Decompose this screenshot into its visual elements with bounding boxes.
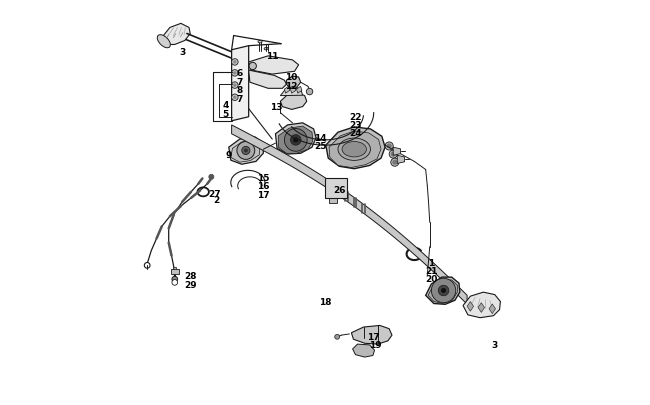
- Circle shape: [385, 143, 393, 151]
- Text: 2: 2: [213, 196, 220, 205]
- Circle shape: [144, 263, 150, 269]
- Polygon shape: [463, 292, 500, 318]
- Ellipse shape: [338, 139, 370, 161]
- Text: 18: 18: [318, 297, 332, 306]
- Ellipse shape: [258, 41, 262, 44]
- Circle shape: [389, 151, 397, 159]
- Text: 7: 7: [237, 77, 243, 86]
- Text: 14: 14: [314, 134, 326, 143]
- Text: 24: 24: [349, 128, 362, 137]
- Circle shape: [237, 142, 255, 160]
- Circle shape: [387, 145, 391, 149]
- Circle shape: [172, 280, 177, 286]
- Text: 28: 28: [184, 272, 196, 281]
- Circle shape: [233, 62, 236, 64]
- Polygon shape: [352, 326, 392, 344]
- Circle shape: [209, 175, 214, 180]
- Polygon shape: [489, 304, 495, 314]
- Circle shape: [172, 277, 177, 282]
- Text: 7: 7: [237, 95, 243, 104]
- Ellipse shape: [264, 48, 268, 51]
- Bar: [325, 179, 347, 198]
- Circle shape: [233, 97, 236, 99]
- Circle shape: [242, 147, 250, 155]
- Circle shape: [231, 83, 238, 89]
- Text: 19: 19: [369, 341, 382, 350]
- Polygon shape: [291, 87, 296, 94]
- Polygon shape: [249, 57, 298, 75]
- Polygon shape: [171, 270, 179, 275]
- Polygon shape: [428, 280, 458, 304]
- Polygon shape: [162, 24, 190, 45]
- Text: 1: 1: [428, 258, 434, 267]
- Text: 15: 15: [257, 174, 270, 183]
- Polygon shape: [329, 198, 337, 203]
- Polygon shape: [276, 124, 316, 155]
- Text: 26: 26: [333, 186, 345, 195]
- Text: 17: 17: [367, 333, 379, 341]
- Polygon shape: [280, 93, 307, 110]
- Polygon shape: [397, 156, 404, 164]
- Polygon shape: [478, 303, 484, 313]
- Circle shape: [231, 95, 238, 101]
- Polygon shape: [467, 302, 474, 311]
- Polygon shape: [287, 77, 301, 89]
- Text: 22: 22: [349, 113, 361, 122]
- Text: 13: 13: [270, 102, 283, 111]
- Polygon shape: [326, 128, 385, 169]
- Circle shape: [233, 85, 236, 87]
- Circle shape: [233, 72, 236, 75]
- Polygon shape: [173, 267, 176, 271]
- Ellipse shape: [157, 36, 170, 49]
- Text: 3: 3: [179, 48, 185, 57]
- Polygon shape: [231, 47, 249, 122]
- Ellipse shape: [342, 142, 367, 158]
- Text: 25: 25: [314, 142, 326, 151]
- Text: 9: 9: [226, 150, 232, 159]
- Polygon shape: [285, 87, 290, 94]
- Text: 27: 27: [208, 189, 221, 198]
- Circle shape: [231, 60, 238, 66]
- Text: 17: 17: [257, 191, 270, 200]
- Text: 20: 20: [425, 274, 437, 283]
- Circle shape: [231, 70, 238, 77]
- Circle shape: [391, 159, 399, 167]
- Circle shape: [441, 289, 446, 293]
- Polygon shape: [280, 87, 303, 96]
- Circle shape: [438, 286, 449, 296]
- Text: 3: 3: [491, 341, 498, 350]
- Text: 4: 4: [222, 101, 229, 110]
- Text: 10: 10: [285, 73, 298, 82]
- Text: 29: 29: [184, 280, 196, 289]
- Text: 5: 5: [222, 110, 229, 119]
- Circle shape: [291, 135, 301, 146]
- Polygon shape: [278, 127, 313, 154]
- Text: 8: 8: [237, 86, 243, 95]
- Circle shape: [335, 335, 339, 339]
- Text: 6: 6: [237, 68, 243, 77]
- Circle shape: [432, 279, 456, 303]
- Text: 16: 16: [257, 182, 270, 191]
- Polygon shape: [231, 126, 467, 305]
- Polygon shape: [231, 141, 260, 163]
- Circle shape: [306, 89, 313, 96]
- Circle shape: [393, 161, 397, 165]
- Polygon shape: [229, 138, 263, 165]
- Polygon shape: [393, 148, 400, 156]
- Text: 23: 23: [349, 120, 361, 129]
- Circle shape: [285, 129, 307, 152]
- Text: 11: 11: [266, 51, 278, 60]
- Polygon shape: [249, 71, 287, 89]
- Text: 12: 12: [285, 82, 298, 91]
- Polygon shape: [426, 277, 460, 305]
- Polygon shape: [296, 87, 302, 94]
- Polygon shape: [329, 132, 381, 168]
- Circle shape: [391, 153, 395, 157]
- Text: 21: 21: [425, 266, 437, 275]
- Circle shape: [244, 149, 248, 153]
- Circle shape: [249, 63, 256, 70]
- Circle shape: [294, 139, 298, 143]
- Polygon shape: [352, 344, 374, 357]
